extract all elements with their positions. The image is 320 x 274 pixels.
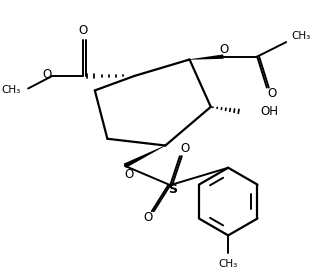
Polygon shape [189,55,224,60]
Text: O: O [143,212,153,224]
Text: O: O [180,142,189,155]
Text: O: O [220,43,229,56]
Text: OH: OH [260,105,278,118]
Text: CH₃: CH₃ [1,85,20,95]
Polygon shape [124,145,165,168]
Text: O: O [124,168,133,181]
Text: S: S [169,182,178,196]
Text: O: O [79,24,88,37]
Text: CH₃: CH₃ [219,259,238,269]
Text: CH₃: CH₃ [291,31,310,41]
Text: O: O [42,67,51,81]
Text: O: O [267,87,276,100]
